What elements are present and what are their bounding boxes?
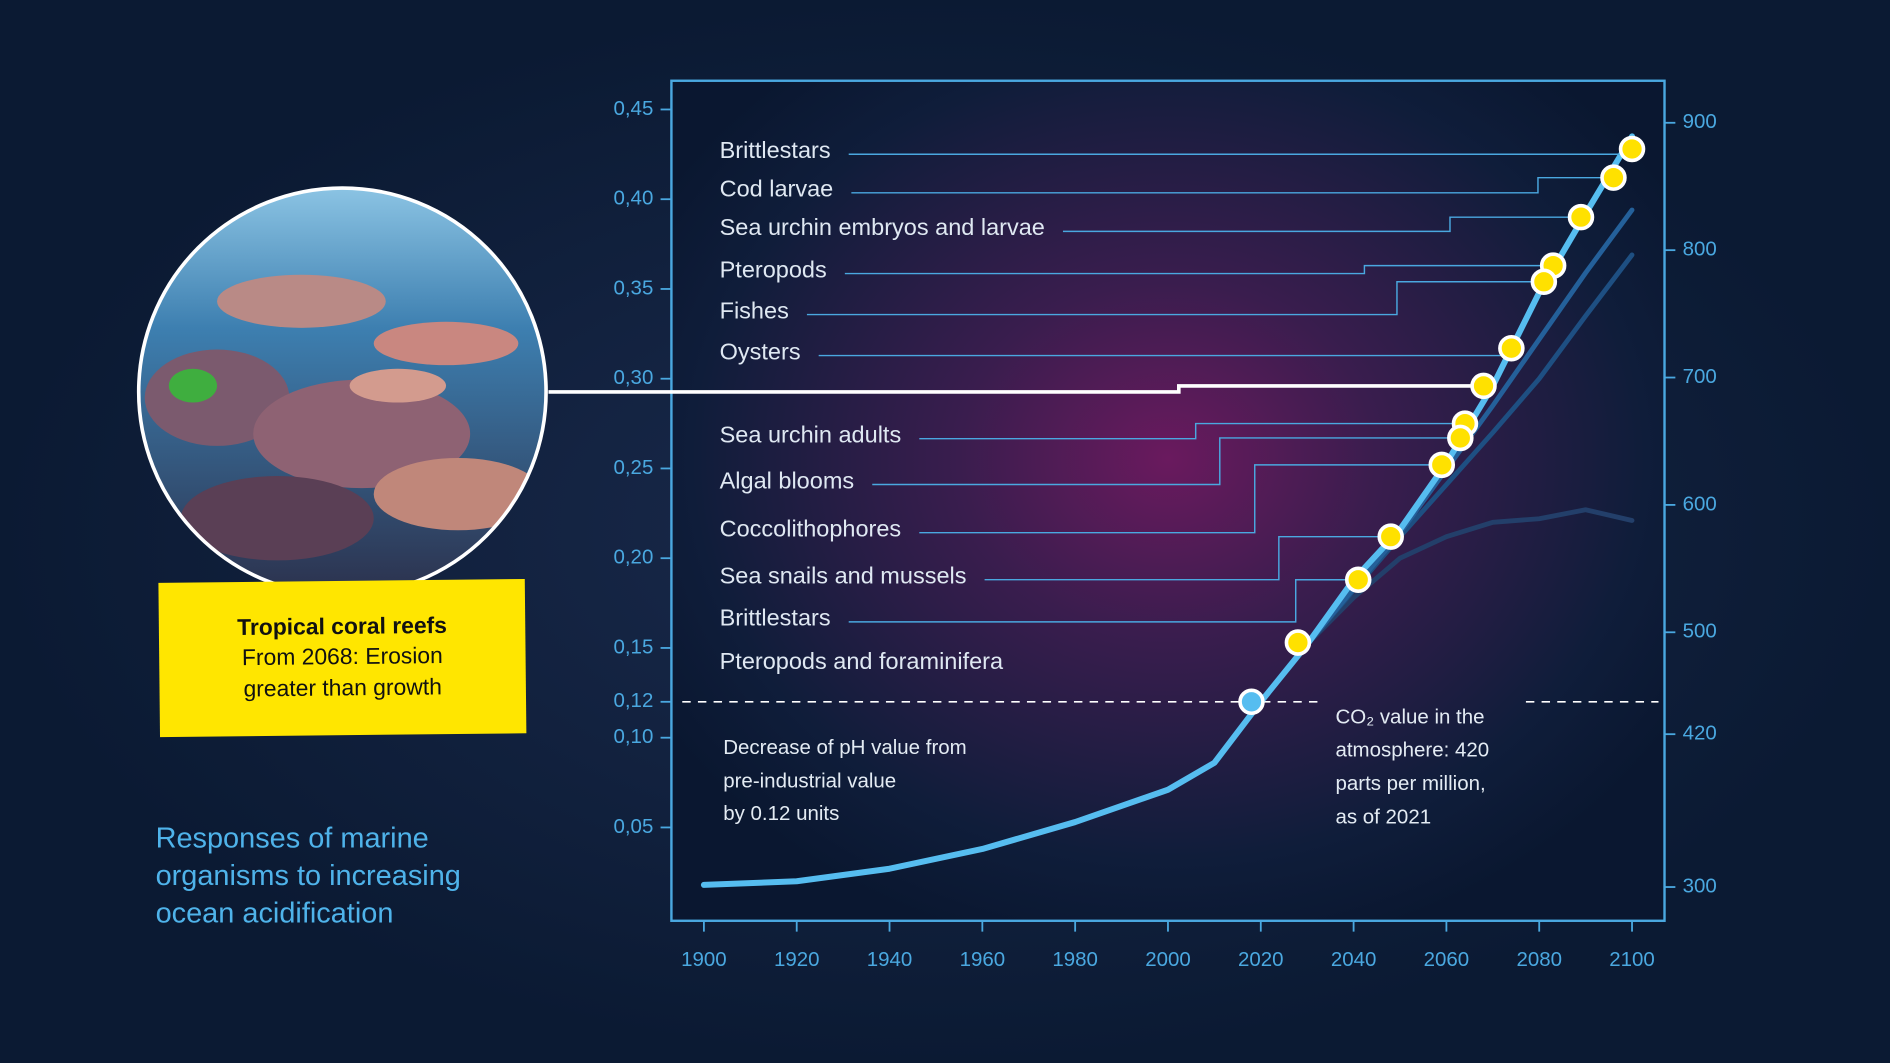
coral-connector — [548, 384, 1484, 394]
y-tick-label: 0,12 — [613, 689, 653, 712]
scenario-line — [1304, 207, 1635, 647]
y-tick-label: 0,10 — [613, 725, 653, 748]
y-tick-label: 0,45 — [613, 97, 653, 120]
x-tick-label: 2040 — [1331, 948, 1377, 971]
organism-point — [1618, 135, 1646, 163]
reference-point — [1238, 688, 1265, 716]
coral-title: Tropical coral reefs — [237, 612, 447, 640]
y-tick-label: 0,25 — [613, 456, 653, 479]
y-tick-label: 0,30 — [613, 366, 653, 389]
organism-point — [1344, 566, 1372, 594]
leader-line — [984, 535, 1391, 581]
organism-label: Algal blooms — [720, 467, 855, 493]
organism-point — [1567, 203, 1595, 231]
y-tick-label: 0,15 — [613, 635, 653, 658]
coral-text: From 2068: Erosion — [242, 642, 443, 670]
organism-point — [1428, 451, 1456, 479]
annotation: Decrease of pH value from — [723, 736, 966, 759]
organism-point — [1377, 523, 1404, 550]
coral-photo — [138, 188, 547, 596]
y2-tick-label: 600 — [1683, 492, 1717, 515]
annotation: atmosphere: 420 — [1335, 738, 1489, 761]
x-tick-label: 1980 — [1052, 948, 1098, 971]
y2-tick-label: 700 — [1683, 365, 1717, 388]
leader-line — [919, 464, 1442, 534]
organism-point — [1600, 164, 1627, 191]
y-tick-label: 0,05 — [613, 815, 653, 838]
chart-title: organisms to increasing — [156, 860, 461, 892]
organism-label: Pteropods and foraminifera — [720, 648, 1004, 674]
organism-label: Fishes — [720, 297, 789, 323]
x-tick-label: 1900 — [681, 948, 727, 971]
organism-label: Sea snails and mussels — [720, 563, 967, 589]
organism-label: Brittlestars — [720, 605, 831, 631]
chart-title: ocean acidification — [156, 897, 394, 929]
x-tick-label: 2100 — [1609, 948, 1655, 971]
y2-tick-label: 800 — [1683, 238, 1717, 261]
organism-label: Coccolithophores — [720, 515, 902, 541]
leader-line — [806, 281, 1544, 316]
organism-label: Brittlestars — [720, 137, 831, 163]
x-tick-label: 2000 — [1145, 948, 1191, 971]
organism-point — [1284, 629, 1312, 656]
plot-area — [670, 79, 1666, 922]
organism-point — [1447, 424, 1474, 452]
organism-label: Cod larvae — [720, 176, 834, 202]
y2-tick-label: 300 — [1683, 874, 1717, 897]
leader-line — [848, 579, 1359, 623]
x-tick-label: 1940 — [867, 948, 913, 971]
coral-point — [1470, 372, 1497, 400]
leader-line — [872, 437, 1461, 486]
annotation: pre-industrial value — [723, 770, 896, 793]
y2-tick-label: 500 — [1683, 620, 1717, 643]
x-tick-label: 2060 — [1424, 948, 1470, 971]
y-tick-label: 0,20 — [613, 546, 653, 569]
leader-line — [851, 176, 1614, 194]
y2-tick-label: 420 — [1683, 722, 1717, 745]
y2-tick-label: 900 — [1683, 110, 1717, 133]
organism-point — [1498, 334, 1525, 362]
annotation: as of 2021 — [1335, 806, 1431, 829]
x-tick-label: 1920 — [774, 948, 820, 971]
coral-box: Tropical coral reefs From 2068: Erosion … — [158, 578, 527, 738]
annotation: parts per million, — [1335, 772, 1485, 795]
y-tick-label: 0,35 — [613, 276, 653, 299]
chart-title: Responses of marine — [156, 823, 429, 855]
leader-line — [919, 422, 1465, 440]
annotation: CO₂ value in the — [1335, 706, 1484, 729]
organism-label: Sea urchin embryos and larvae — [720, 214, 1045, 240]
organism-label: Pteropods — [720, 256, 827, 282]
organism-label: Oysters — [720, 338, 801, 364]
x-tick-label: 2020 — [1238, 948, 1284, 971]
leader-line — [1062, 216, 1581, 233]
y-tick-label: 0,40 — [613, 187, 653, 210]
organism-point — [1530, 268, 1558, 296]
coral-text: greater than growth — [243, 673, 442, 701]
coral-box-bg — [158, 578, 527, 738]
x-tick-label: 1960 — [960, 948, 1006, 971]
x-tick-label: 2080 — [1516, 948, 1562, 971]
annotation: by 0.12 units — [723, 802, 839, 825]
organism-label: Sea urchin adults — [720, 421, 902, 447]
leader-line — [844, 264, 1554, 275]
